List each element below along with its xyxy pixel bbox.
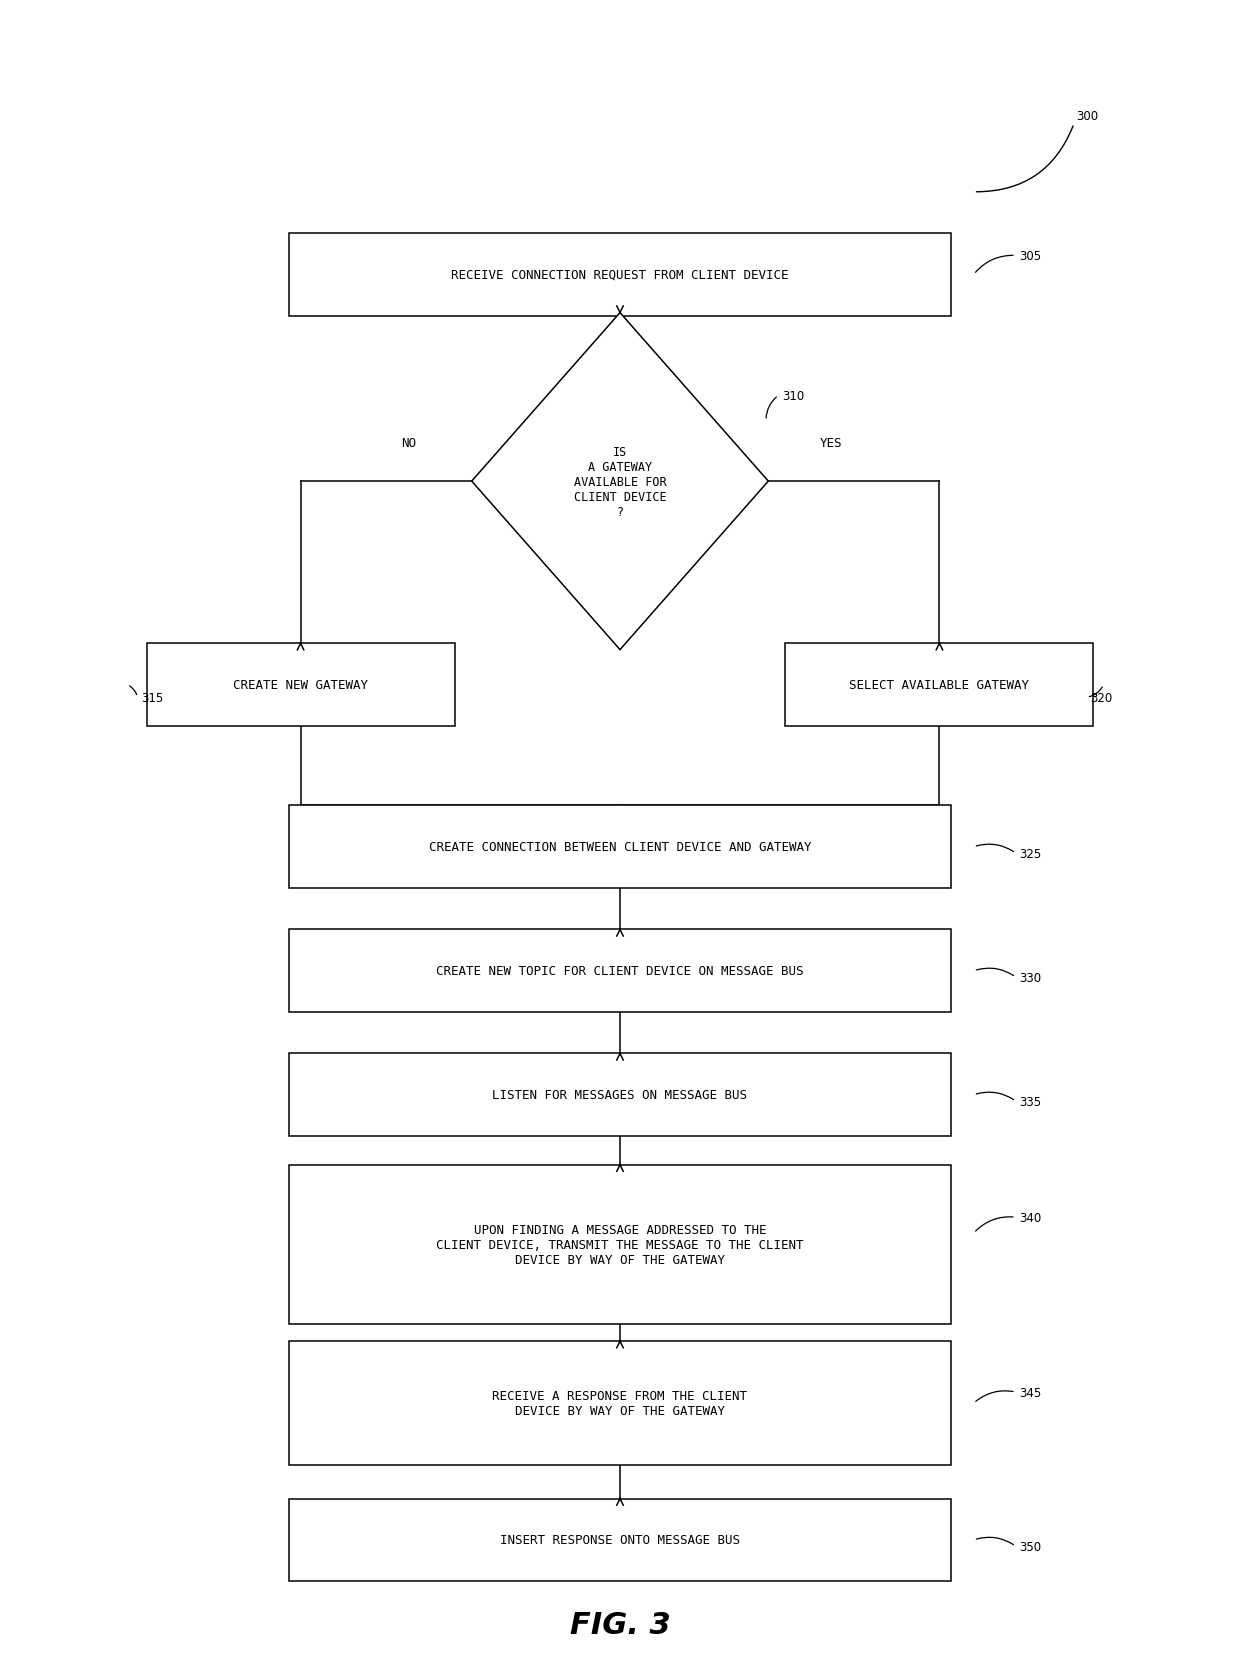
Text: CREATE CONNECTION BETWEEN CLIENT DEVICE AND GATEWAY: CREATE CONNECTION BETWEEN CLIENT DEVICE …: [429, 841, 811, 854]
FancyBboxPatch shape: [289, 930, 951, 1013]
Text: 320: 320: [1090, 692, 1112, 705]
FancyBboxPatch shape: [289, 1499, 951, 1581]
FancyBboxPatch shape: [289, 233, 951, 316]
Text: 300: 300: [1076, 109, 1099, 122]
Text: UPON FINDING A MESSAGE ADDRESSED TO THE
CLIENT DEVICE, TRANSMIT THE MESSAGE TO T: UPON FINDING A MESSAGE ADDRESSED TO THE …: [436, 1223, 804, 1266]
FancyBboxPatch shape: [289, 1165, 951, 1324]
Text: 305: 305: [1019, 250, 1042, 263]
FancyArrowPatch shape: [976, 257, 1013, 273]
FancyBboxPatch shape: [289, 1054, 951, 1137]
Text: YES: YES: [820, 437, 842, 450]
Text: NO: NO: [402, 437, 417, 450]
Text: 350: 350: [1019, 1539, 1042, 1552]
Text: 315: 315: [141, 692, 164, 705]
Text: LISTEN FOR MESSAGES ON MESSAGE BUS: LISTEN FOR MESSAGES ON MESSAGE BUS: [492, 1089, 748, 1102]
FancyArrowPatch shape: [976, 1390, 1013, 1402]
FancyArrowPatch shape: [976, 1092, 1013, 1101]
Text: 325: 325: [1019, 847, 1042, 861]
FancyBboxPatch shape: [146, 644, 455, 727]
Text: 340: 340: [1019, 1211, 1042, 1225]
Text: 345: 345: [1019, 1385, 1042, 1398]
Text: SELECT AVAILABLE GATEWAY: SELECT AVAILABLE GATEWAY: [849, 679, 1029, 692]
Text: INSERT RESPONSE ONTO MESSAGE BUS: INSERT RESPONSE ONTO MESSAGE BUS: [500, 1534, 740, 1546]
Polygon shape: [471, 313, 769, 650]
Text: IS
A GATEWAY
AVAILABLE FOR
CLIENT DEVICE
?: IS A GATEWAY AVAILABLE FOR CLIENT DEVICE…: [574, 445, 666, 518]
FancyBboxPatch shape: [785, 644, 1094, 727]
FancyBboxPatch shape: [289, 806, 951, 889]
Text: RECEIVE A RESPONSE FROM THE CLIENT
DEVICE BY WAY OF THE GATEWAY: RECEIVE A RESPONSE FROM THE CLIENT DEVIC…: [492, 1389, 748, 1417]
Text: RECEIVE CONNECTION REQUEST FROM CLIENT DEVICE: RECEIVE CONNECTION REQUEST FROM CLIENT D…: [451, 268, 789, 281]
FancyArrowPatch shape: [130, 687, 136, 695]
Text: 335: 335: [1019, 1096, 1042, 1107]
FancyArrowPatch shape: [976, 1537, 1013, 1544]
Text: CREATE NEW GATEWAY: CREATE NEW GATEWAY: [233, 679, 368, 692]
Text: FIG. 3: FIG. 3: [569, 1610, 671, 1638]
FancyArrowPatch shape: [976, 1216, 1013, 1231]
Text: CREATE NEW TOPIC FOR CLIENT DEVICE ON MESSAGE BUS: CREATE NEW TOPIC FOR CLIENT DEVICE ON ME…: [436, 965, 804, 978]
FancyArrowPatch shape: [766, 397, 776, 419]
FancyArrowPatch shape: [976, 127, 1073, 192]
FancyArrowPatch shape: [976, 968, 1013, 976]
FancyArrowPatch shape: [976, 844, 1013, 852]
FancyArrowPatch shape: [1089, 687, 1102, 697]
Text: 310: 310: [782, 389, 805, 402]
Text: 330: 330: [1019, 971, 1042, 985]
FancyBboxPatch shape: [289, 1341, 951, 1465]
